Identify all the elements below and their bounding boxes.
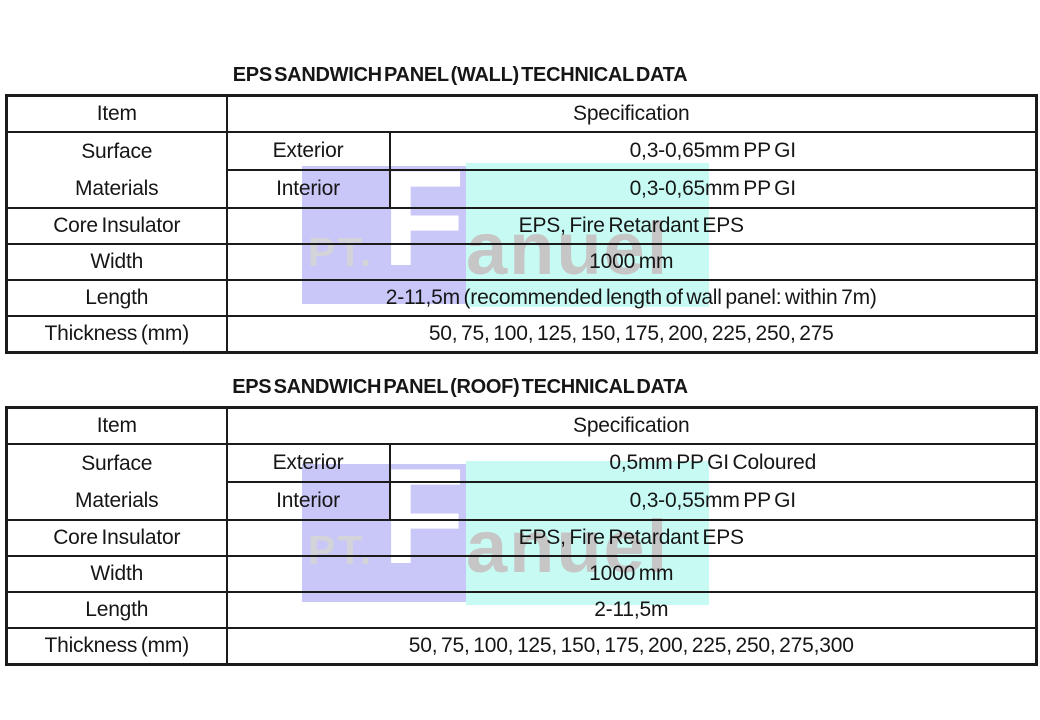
exterior-label-cell: Exterior (225, 131, 391, 171)
wall-table-title: EPS SANDWICH PANEL (WALL) TECHNICAL DATA (232, 64, 688, 86)
thickness-value-cell: 50, 75, 100, 125, 150, 175, 200, 225, 25… (225, 315, 1038, 354)
exterior-value-cell: 0,5mm PP GI Coloured (388, 443, 1038, 483)
thickness-label-cell: Thickness (mm) (5, 627, 228, 666)
materials-label-line: Materials (75, 177, 159, 200)
table-row: Item Specification (5, 94, 1038, 133)
roof-table-title: EPS SANDWICH PANEL (ROOF) TECHNICAL DATA (232, 376, 688, 398)
table-row: Length 2-11,5m (5, 591, 1038, 629)
width-value-cell: 1000 mm (225, 555, 1038, 593)
core-insulator-value-cell: EPS, Fire Retardant EPS (225, 207, 1038, 245)
thickness-value-cell: 50, 75, 100, 125, 150, 175, 200, 225, 25… (225, 627, 1038, 666)
interior-value-cell: 0,3-0,55mm PP GI (388, 481, 1038, 521)
length-label-cell: Length (5, 591, 228, 629)
width-label-cell: Width (5, 555, 228, 593)
wall-technical-data-table: Item Specification Surface Materials Ext… (5, 94, 1038, 354)
table-row: Length 2-11,5m (recommended length of wa… (5, 279, 1038, 317)
surface-materials-label-cell: Surface Materials (5, 131, 228, 209)
item-header-cell: Item (5, 406, 228, 445)
length-label-cell: Length (5, 279, 228, 317)
specification-header-cell: Specification (225, 406, 1038, 445)
core-insulator-value-cell: EPS, Fire Retardant EPS (225, 519, 1038, 557)
core-insulator-label-cell: Core Insulator (5, 207, 228, 245)
specification-header-cell: Specification (225, 94, 1038, 133)
core-insulator-label-cell: Core Insulator (5, 519, 228, 557)
width-value-cell: 1000 mm (225, 243, 1038, 281)
table-row: Width 1000 mm (5, 243, 1038, 281)
materials-label-line: Materials (75, 489, 159, 512)
width-label-cell: Width (5, 243, 228, 281)
roof-technical-data-table: Item Specification Surface Materials Ext… (5, 406, 1038, 666)
table-row: Thickness (mm) 50, 75, 100, 125, 150, 17… (5, 627, 1038, 666)
surface-materials-label-cell: Surface Materials (5, 443, 228, 521)
table-row: Core Insulator EPS, Fire Retardant EPS (5, 207, 1038, 245)
table-row: Width 1000 mm (5, 555, 1038, 593)
interior-value-cell: 0,3-0,65mm PP GI (388, 169, 1038, 209)
surface-label-line: Surface (81, 140, 153, 163)
table-row: Surface Materials Exterior 0,3-0,65mm PP… (5, 131, 1038, 209)
exterior-label-cell: Exterior (225, 443, 391, 483)
thickness-label-cell: Thickness (mm) (5, 315, 228, 354)
table-row: Thickness (mm) 50, 75, 100, 125, 150, 17… (5, 315, 1038, 354)
length-value-cell: 2-11,5m (225, 591, 1038, 629)
exterior-value-cell: 0,3-0,65mm PP GI (388, 131, 1038, 171)
table-row: Core Insulator EPS, Fire Retardant EPS (5, 519, 1038, 557)
interior-label-cell: Interior (225, 481, 391, 521)
length-value-cell: 2-11,5m (recommended length of wall pane… (225, 279, 1038, 317)
table-row: Item Specification (5, 406, 1038, 445)
surface-label-line: Surface (81, 452, 153, 475)
table-row: Surface Materials Exterior 0,5mm PP GI C… (5, 443, 1038, 521)
item-header-cell: Item (5, 94, 228, 133)
interior-label-cell: Interior (225, 169, 391, 209)
